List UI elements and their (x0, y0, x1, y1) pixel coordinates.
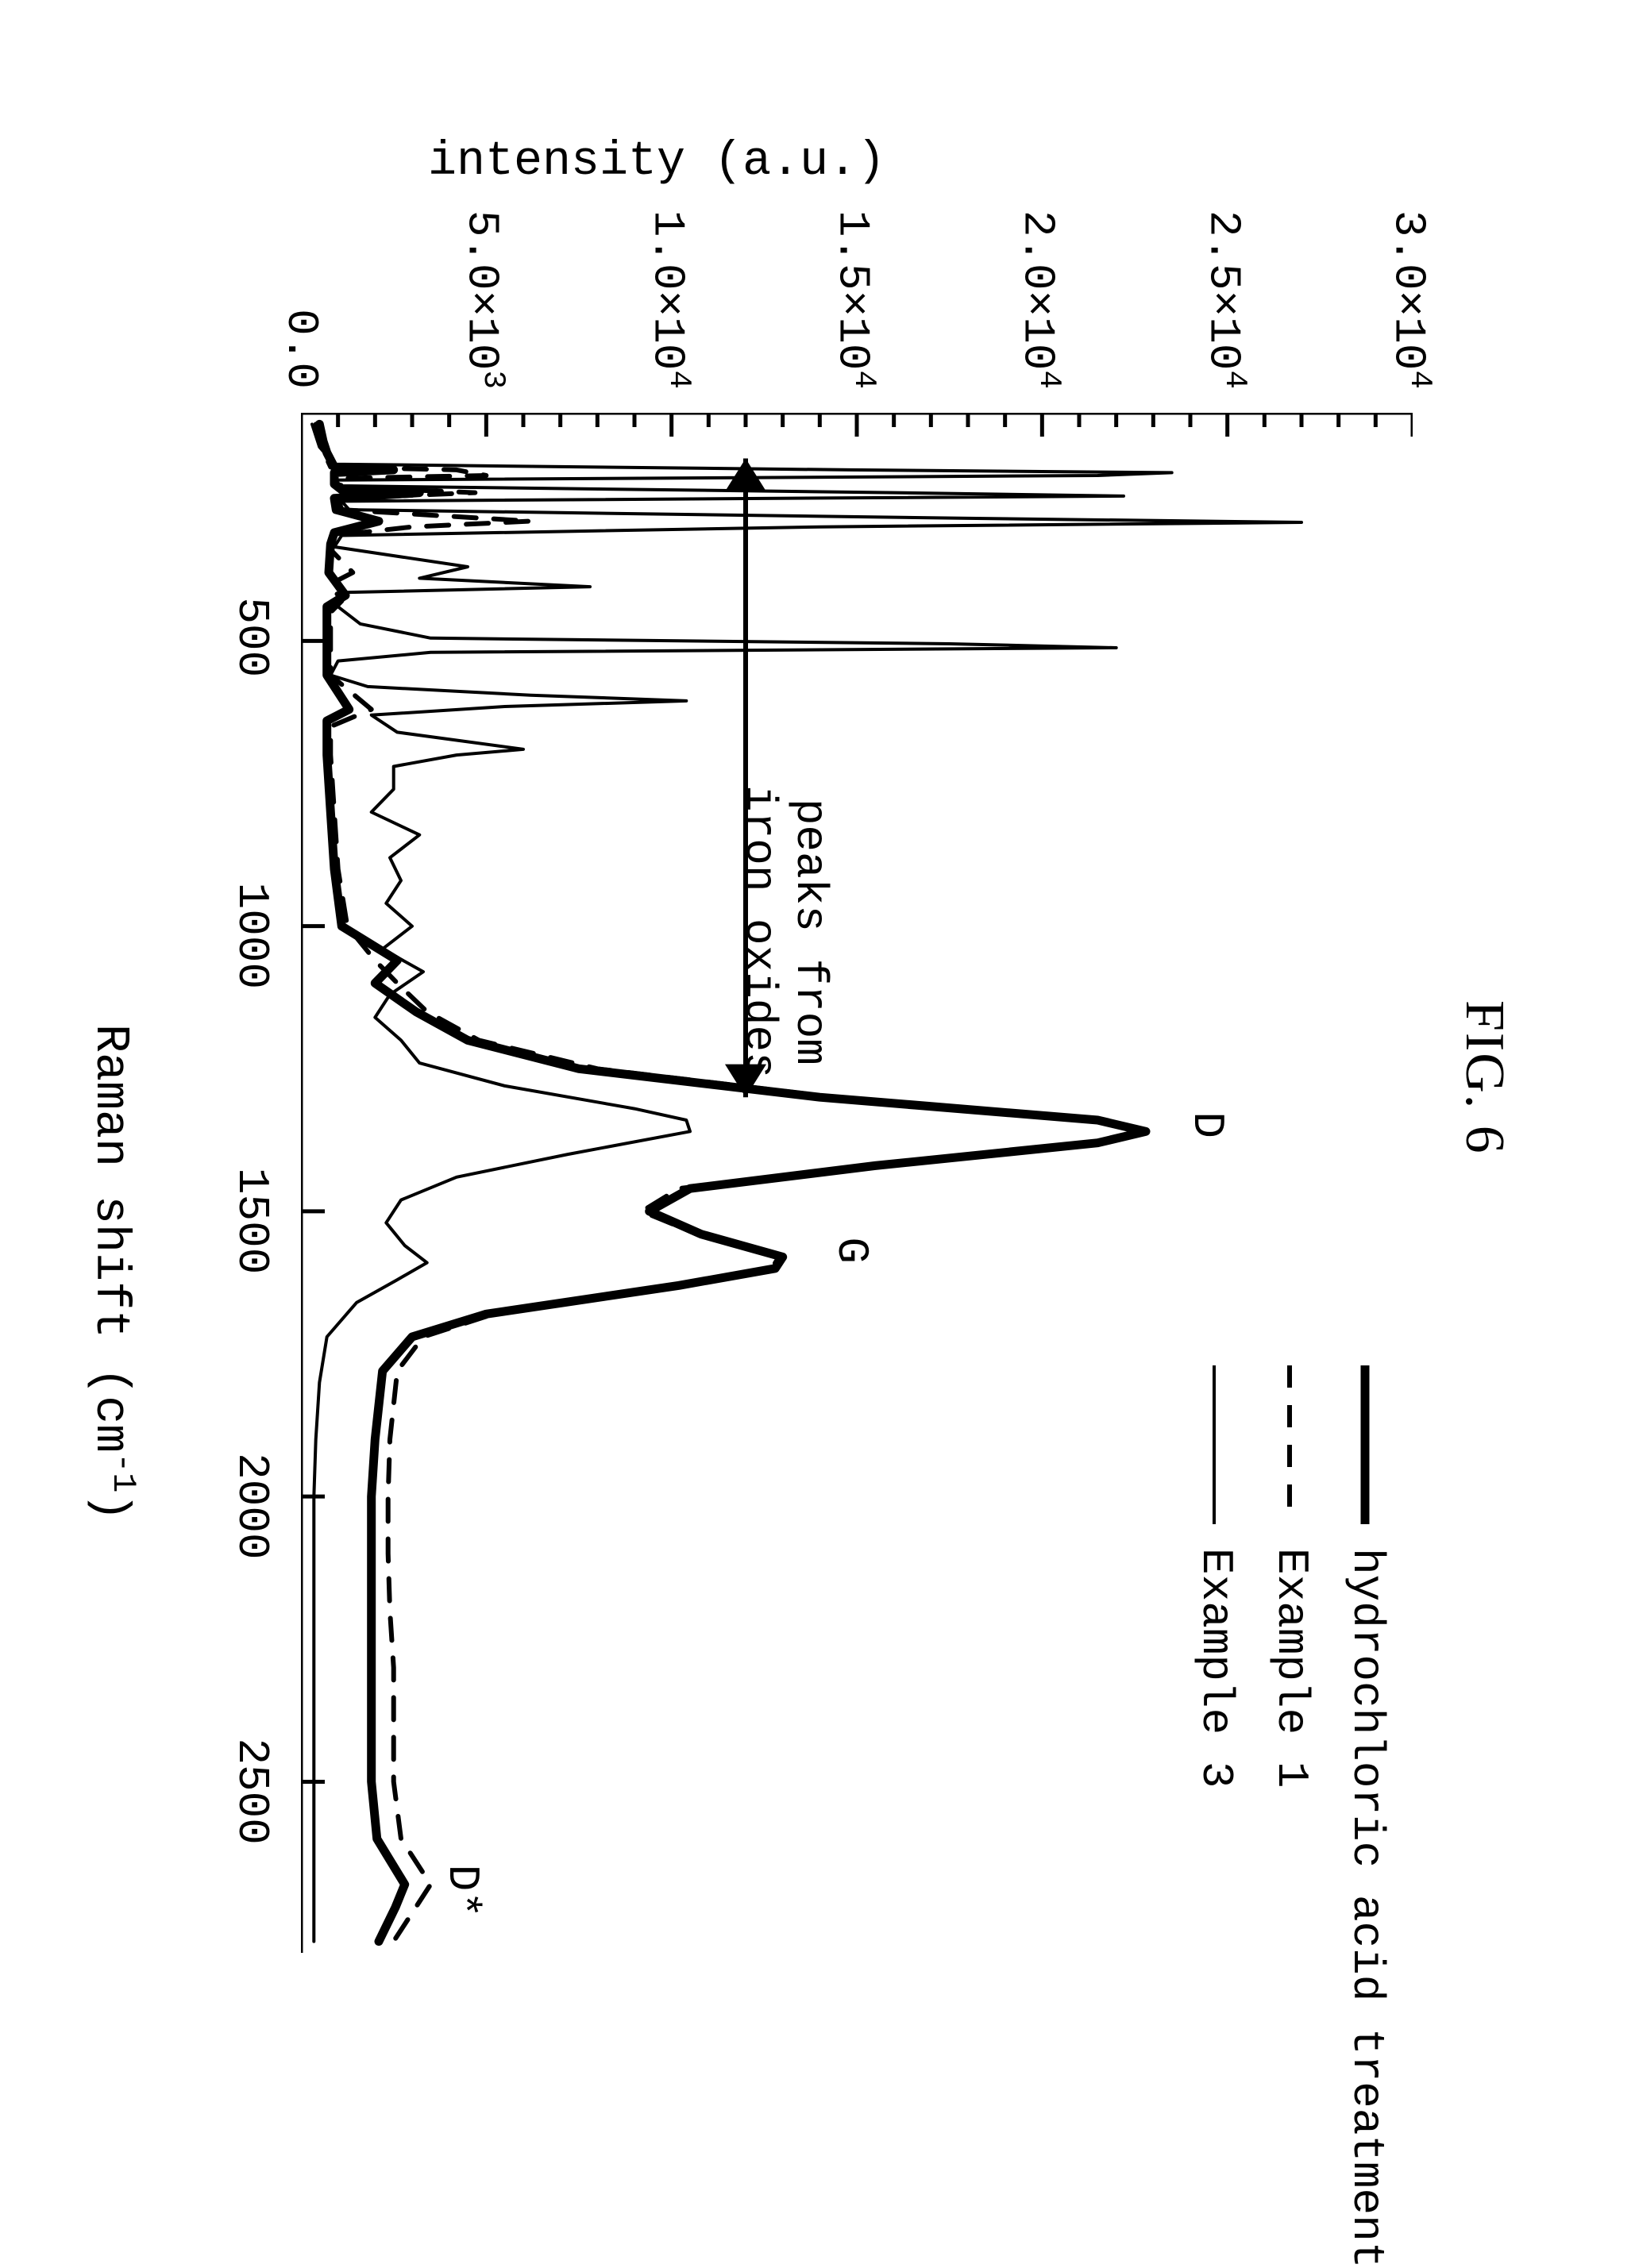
legend-item: Example 3 (1190, 1548, 1241, 1788)
legend-item: Example 1 (1266, 1548, 1317, 1788)
landscape-canvas: FIG. 6 Raman shift (cm-1) intensity (a.u… (0, 0, 1635, 2208)
x-tick: 2500 (226, 1738, 277, 1844)
x-tick: 500 (226, 597, 277, 677)
y-tick: 2.5×104 (1197, 175, 1253, 389)
y-tick: 3.0×104 (1382, 175, 1438, 389)
x-tick: 1500 (226, 1168, 277, 1274)
y-tick: 5.0×103 (457, 175, 512, 389)
page: FIG. 6 Raman shift (cm-1) intensity (a.u… (0, 0, 1635, 2208)
peak-label: D (1182, 1111, 1232, 1138)
x-tick: 1000 (226, 883, 277, 989)
legend-item: hydrochloric acid treatment (1341, 1548, 1392, 2268)
y-tick: 1.0×104 (642, 175, 697, 389)
peak-label: D* (437, 1865, 488, 1918)
y-tick: 1.5×104 (827, 175, 882, 389)
raman-chart (301, 413, 1413, 1953)
figure-title: FIG. 6 (1452, 1000, 1516, 1155)
y-tick: 0.0 (276, 175, 326, 389)
x-tick: 2000 (226, 1453, 277, 1559)
x-axis-label: Raman shift (cm-1) (83, 1024, 142, 1522)
annotation-iron-oxides: peaks fromiron oxides (734, 773, 835, 1091)
peak-label: G (826, 1237, 877, 1264)
y-tick: 2.0×104 (1012, 175, 1068, 389)
